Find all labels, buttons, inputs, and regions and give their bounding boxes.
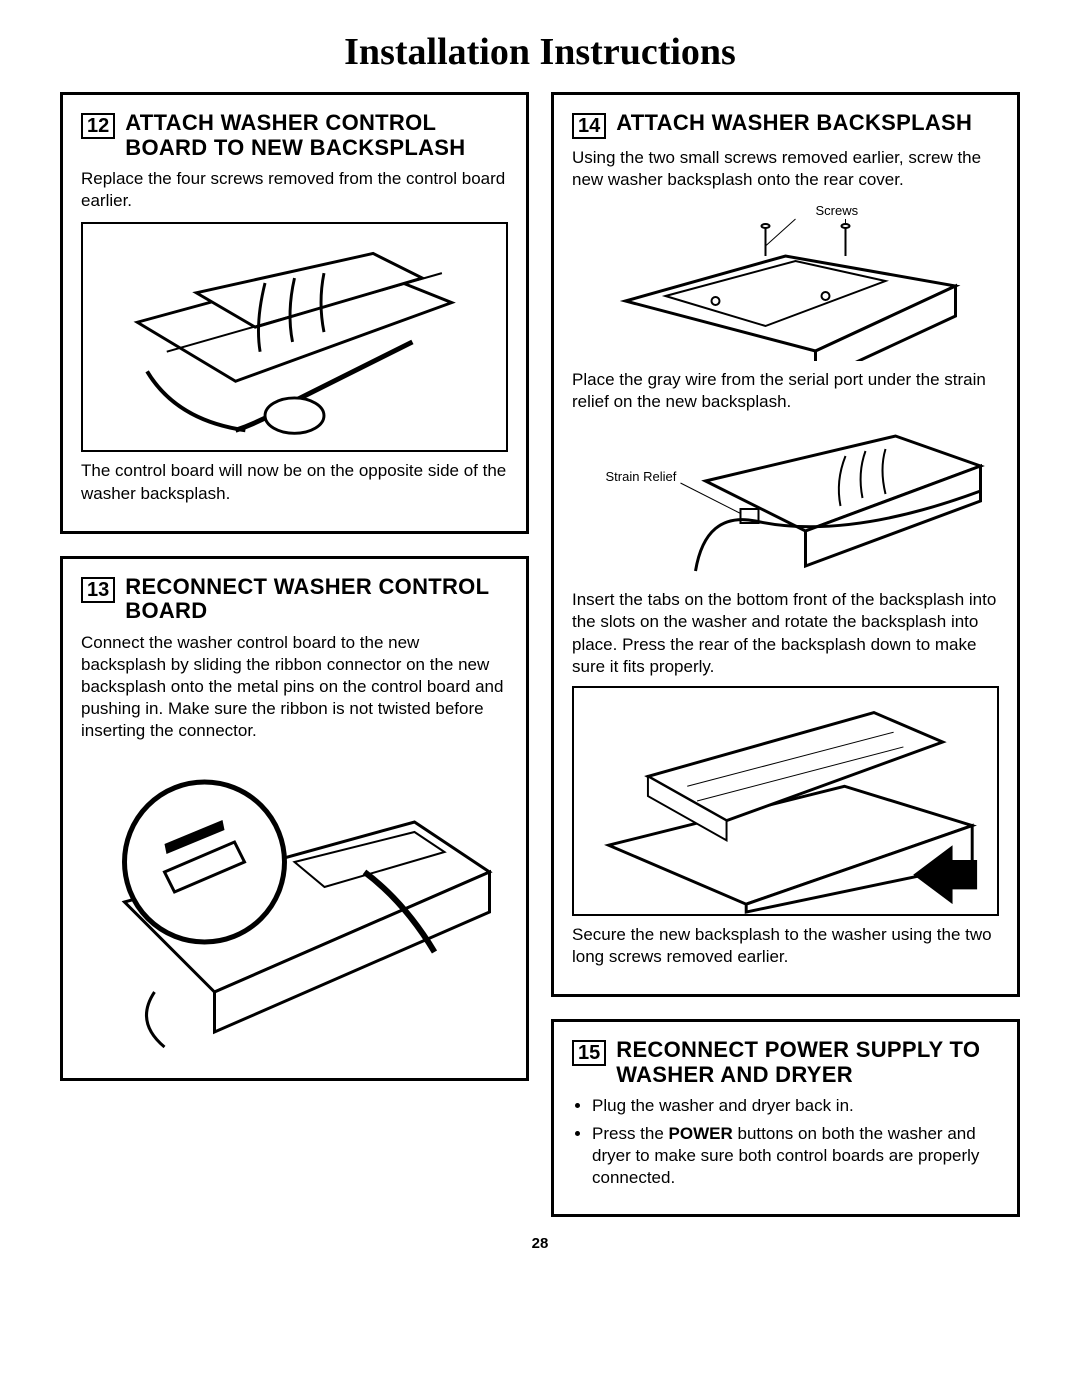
- step-15-number: 15: [572, 1040, 606, 1066]
- step-14-illustration-strain: Strain Relief: [572, 421, 999, 581]
- step-13-title: RECONNECT WASHER CONTROL BOARD: [125, 575, 508, 624]
- strain-relief-label: Strain Relief: [606, 469, 677, 484]
- step-12-text: Replace the four screws removed from the…: [81, 168, 508, 212]
- step-14-text-3: Insert the tabs on the bottom front of t…: [572, 589, 999, 677]
- step-14-panel: 14 ATTACH WASHER BACKSPLASH Using the tw…: [551, 92, 1020, 997]
- step-14-number: 14: [572, 113, 606, 139]
- step-14-caption-3: Secure the new backsplash to the washer …: [572, 924, 999, 968]
- step-14-illustration-rotate: [572, 686, 999, 916]
- left-column: 12 ATTACH WASHER CONTROL BOARD TO NEW BA…: [60, 92, 529, 1081]
- step-12-title: ATTACH WASHER CONTROL BOARD TO NEW BACKS…: [125, 111, 508, 160]
- step-15-bullet-1: Plug the washer and dryer back in.: [592, 1095, 999, 1117]
- step-14-illustration-screws: Screws: [572, 201, 999, 361]
- step-15-panel: 15 RECONNECT POWER SUPPLY TO WASHER AND …: [551, 1019, 1020, 1217]
- step-13-text: Connect the washer control board to the …: [81, 632, 508, 742]
- step-15-bullets: Plug the washer and dryer back in. Press…: [572, 1095, 999, 1189]
- step-12-illustration: [81, 222, 508, 452]
- step-14-text-1: Using the two small screws removed earli…: [572, 147, 999, 191]
- step-14-title: ATTACH WASHER BACKSPLASH: [616, 111, 972, 136]
- step-15-bullet-2: Press the POWER buttons on both the wash…: [592, 1123, 999, 1189]
- page-number: 28: [60, 1235, 1020, 1252]
- step-12-caption: The control board will now be on the opp…: [81, 460, 508, 504]
- step-12-number: 12: [81, 113, 115, 139]
- content-columns: 12 ATTACH WASHER CONTROL BOARD TO NEW BA…: [60, 92, 1020, 1217]
- step-12-panel: 12 ATTACH WASHER CONTROL BOARD TO NEW BA…: [60, 92, 529, 534]
- screws-label: Screws: [816, 203, 859, 218]
- step-15-title: RECONNECT POWER SUPPLY TO WASHER AND DRY…: [616, 1038, 999, 1087]
- step-13-number: 13: [81, 577, 115, 603]
- page-title: Installation Instructions: [60, 30, 1020, 74]
- step-13-panel: 13 RECONNECT WASHER CONTROL BOARD Connec…: [60, 556, 529, 1082]
- step-14-text-2: Place the gray wire from the serial port…: [572, 369, 999, 413]
- right-column: 14 ATTACH WASHER BACKSPLASH Using the tw…: [551, 92, 1020, 1217]
- step-13-illustration: [81, 752, 508, 1052]
